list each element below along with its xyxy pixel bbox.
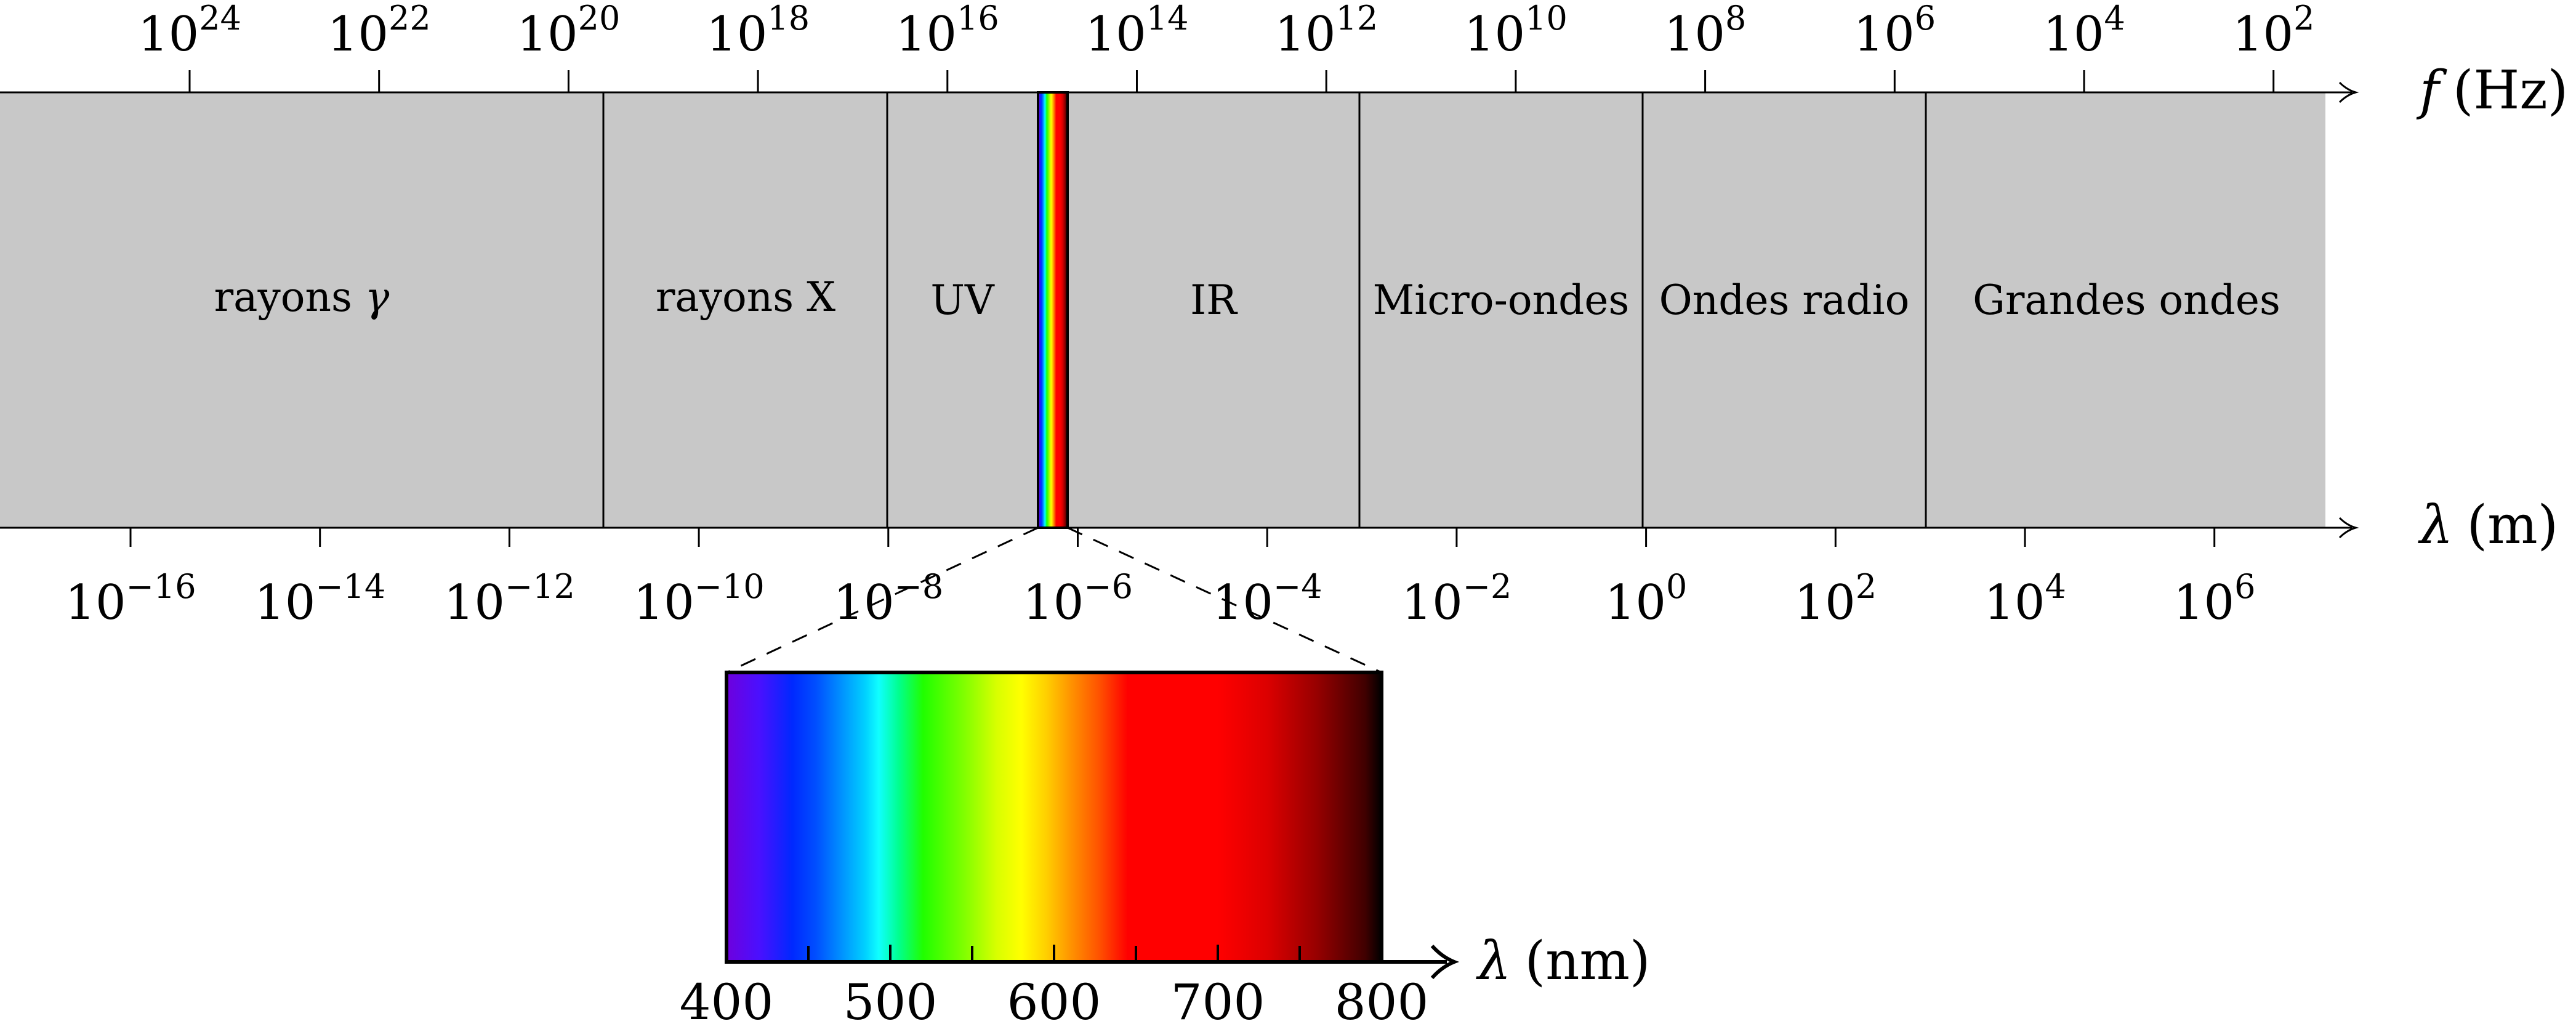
frequency-tick-label: 1020 <box>517 0 620 62</box>
frequency-tick-label: 106 <box>1853 0 1936 62</box>
frequency-tick-label: 1014 <box>1085 0 1189 62</box>
wavelength-tick-label: 106 <box>2173 567 2256 631</box>
zoom-connector-left <box>726 527 1039 674</box>
wavelength-tick-label: 104 <box>1984 567 2066 631</box>
frequency-tick-label: 1024 <box>138 0 241 62</box>
wavelength-tick-label: 10−10 <box>633 567 764 631</box>
wavelength-tick-label: 10−8 <box>833 567 943 631</box>
nm-axis-arrowhead <box>1430 944 1460 980</box>
band-label-gamma: rayons γ <box>214 273 390 321</box>
frequency-tick-label: 1018 <box>706 0 810 62</box>
band-labels: rayons γ rayons X UV IR Micro-ondes Onde… <box>214 273 2280 324</box>
wavelength-tick-label: 10−14 <box>254 567 385 631</box>
zoom-connector-right <box>1067 527 1382 674</box>
frequency-tick-label: 1022 <box>328 0 431 62</box>
visible-light-strip <box>1037 91 1069 529</box>
frequency-tick-label: 1010 <box>1464 0 1568 62</box>
nm-tick-label: 800 <box>1335 974 1429 1021</box>
nm-ticks: 400 500 600 700 800 <box>680 945 1429 1021</box>
nm-tick-label: 500 <box>843 974 938 1021</box>
band-label-long-waves: Grandes ondes <box>1973 276 2280 324</box>
band-label-ir: IR <box>1190 276 1238 324</box>
wavelength-tick-label: 100 <box>1605 567 1688 631</box>
nm-tick-label: 600 <box>1007 974 1101 1021</box>
wavelength-tick-label: 10−2 <box>1401 567 1511 631</box>
spectrum-band-background <box>0 92 2325 528</box>
band-label-uv: UV <box>930 276 995 324</box>
nm-tick-label: 400 <box>680 974 774 1021</box>
wavelength-ticks: 10−16 10−14 10−12 10−10 10−8 10−6 10−4 10−2 100 1… <box>65 528 2256 631</box>
frequency-tick-label: 1012 <box>1274 0 1378 62</box>
band-label-x-rays: rayons X <box>656 273 835 321</box>
frequency-axis-arrowhead <box>2338 81 2359 103</box>
wavelength-axis: 10−16 10−14 10−12 10−10 10−8 10−6 10−4 10−2 100 1… <box>0 494 2558 631</box>
wavelength-tick-label: 10−12 <box>444 567 575 631</box>
wavelength-tick-label: 10−4 <box>1212 567 1322 631</box>
band-label-microwaves: Micro-ondes <box>1373 276 1630 324</box>
frequency-tick-label: 104 <box>2043 0 2125 62</box>
wavelength-axis-label: λ (m) <box>2418 494 2558 556</box>
visible-spectrum-bar <box>725 671 1383 964</box>
band-separators <box>602 92 1927 528</box>
wavelength-tick-label: 10−6 <box>1023 567 1133 631</box>
wavelength-tick-label: 10−16 <box>65 567 196 631</box>
frequency-tick-label: 102 <box>2232 0 2315 62</box>
frequency-ticks: 1024 1022 1020 1018 1016 1014 1012 1010 108 106 10… <box>138 0 2315 92</box>
band-label-radio-waves: Ondes radio <box>1659 276 1910 324</box>
frequency-axis-label: f (Hz) <box>2416 60 2568 121</box>
nm-tick-label: 700 <box>1171 974 1265 1021</box>
frequency-tick-label: 1016 <box>896 0 999 62</box>
wavelength-tick-label: 102 <box>1794 567 1877 631</box>
nm-axis-label: λ (nm) <box>1476 930 1651 992</box>
frequency-tick-label: 108 <box>1664 0 1747 62</box>
wavelength-axis-arrowhead <box>2338 517 2359 539</box>
visible-spectrum-zoom: 400 500 600 700 800 λ (nm) <box>680 671 1651 1021</box>
frequency-axis: 1024 1022 1020 1018 1016 1014 1012 1010 108 106 10… <box>0 0 2568 121</box>
